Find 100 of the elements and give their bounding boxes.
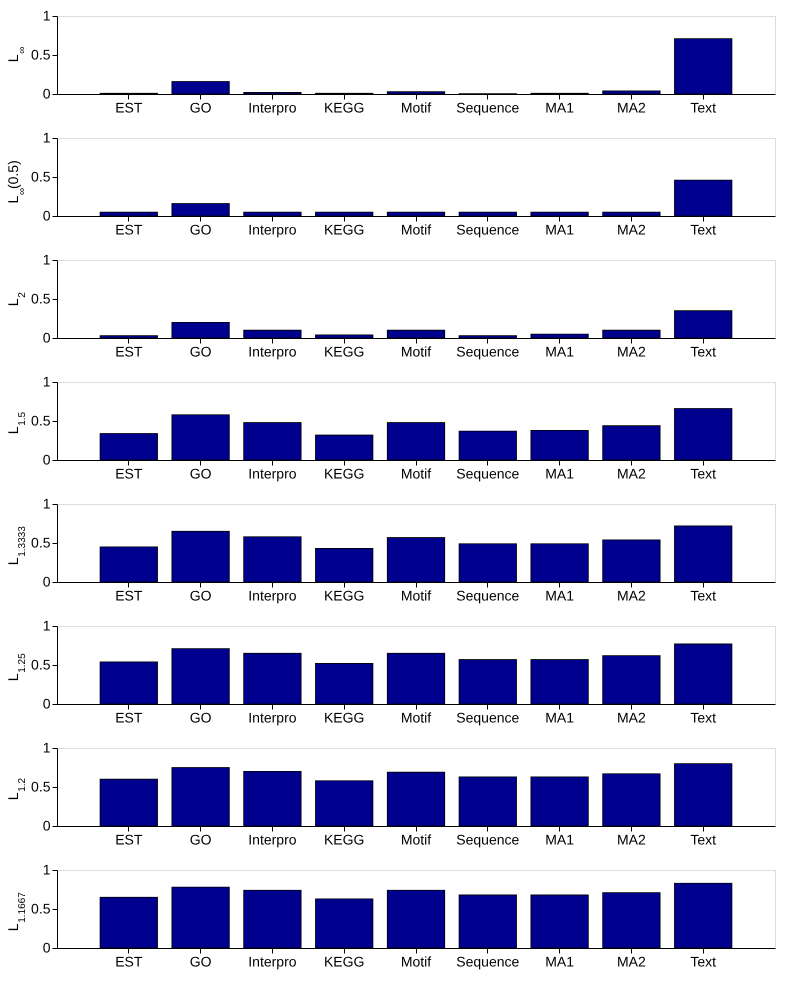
y-tick-label: 0.5 <box>31 412 51 428</box>
x-tick-label: Interpro <box>248 100 297 116</box>
x-tick-label: KEGG <box>324 588 364 604</box>
x-tick-label: KEGG <box>324 954 364 970</box>
x-tick-label: MA1 <box>545 100 574 116</box>
x-tick-label: GO <box>190 588 212 604</box>
x-tick-label: Text <box>690 100 716 116</box>
x-tick-label: MA2 <box>617 588 646 604</box>
x-tick-label: GO <box>190 710 212 726</box>
y-axis-title: L1.5 <box>5 411 28 434</box>
y-tick-label: 0.5 <box>31 900 51 916</box>
y-tick-label: 1 <box>42 374 51 390</box>
y-tick-label: 1 <box>42 862 51 878</box>
x-tick-label: KEGG <box>324 466 364 482</box>
y-axis-title: L1.1667 <box>5 892 28 932</box>
x-tick-label: Sequence <box>456 466 520 482</box>
y-tick-label: 1 <box>42 740 51 756</box>
x-tick-label: GO <box>190 344 212 360</box>
x-tick-label: MA1 <box>545 710 574 726</box>
x-tick-label: Text <box>690 588 716 604</box>
x-tick-label: EST <box>115 588 143 604</box>
y-tick-label: 0.5 <box>31 656 51 672</box>
x-tick-label: Interpro <box>248 344 297 360</box>
y-tick-label: 1 <box>42 496 51 512</box>
x-tick-label: KEGG <box>324 710 364 726</box>
y-axis-title: L2 <box>5 292 28 306</box>
x-tick-label: MA2 <box>617 832 646 848</box>
y-tick-label: 0.5 <box>31 534 51 550</box>
x-tick-label: Interpro <box>248 954 297 970</box>
x-tick-label: Interpro <box>248 222 297 238</box>
y-tick-label: 0 <box>42 574 51 590</box>
x-tick-label: Motif <box>400 222 432 238</box>
x-tick-label: Sequence <box>456 222 520 238</box>
x-tick-label: EST <box>115 710 143 726</box>
x-tick-label: Text <box>690 222 716 238</box>
y-tick-label: 0 <box>42 208 51 224</box>
x-tick-label: GO <box>190 100 212 116</box>
x-tick-label: MA2 <box>617 100 646 116</box>
x-tick-label: GO <box>190 832 212 848</box>
x-tick-label: Sequence <box>456 100 520 116</box>
x-tick-label: MA2 <box>617 222 646 238</box>
x-tick-label: Sequence <box>456 954 520 970</box>
x-tick-label: GO <box>190 222 212 238</box>
y-tick-label: 0 <box>42 940 51 956</box>
x-tick-label: Text <box>690 954 716 970</box>
y-tick-label: 1 <box>42 130 51 146</box>
x-tick-label: Text <box>690 344 716 360</box>
x-tick-label: Interpro <box>248 588 297 604</box>
x-tick-label: GO <box>190 466 212 482</box>
x-tick-label: Sequence <box>456 710 520 726</box>
y-tick-label: 0 <box>42 818 51 834</box>
y-tick-label: 0 <box>42 696 51 712</box>
x-tick-label: Motif <box>400 466 432 482</box>
x-tick-label: MA1 <box>545 954 574 970</box>
x-tick-label: MA1 <box>545 222 574 238</box>
y-axis-title: L1.2 <box>5 777 28 800</box>
y-tick-label: 1 <box>42 8 51 24</box>
x-tick-label: Interpro <box>248 466 297 482</box>
x-tick-label: MA1 <box>545 832 574 848</box>
x-tick-label: GO <box>190 954 212 970</box>
x-tick-label: MA2 <box>617 954 646 970</box>
y-tick-label: 0 <box>42 330 51 346</box>
x-tick-label: Motif <box>400 954 432 970</box>
x-tick-label: Sequence <box>456 344 520 360</box>
x-tick-label: Text <box>690 466 716 482</box>
x-tick-label: KEGG <box>324 344 364 360</box>
x-tick-label: EST <box>115 100 143 116</box>
x-tick-label: EST <box>115 954 143 970</box>
y-axis-title: L1.3333 <box>5 526 28 566</box>
y-axis-title: L∞(0.5) <box>5 160 28 204</box>
x-tick-label: EST <box>115 344 143 360</box>
y-tick-label: 0.5 <box>31 290 51 306</box>
x-tick-label: EST <box>115 466 143 482</box>
x-tick-label: Text <box>690 832 716 848</box>
x-tick-label: Motif <box>400 710 432 726</box>
y-tick-label: 0 <box>42 452 51 468</box>
x-tick-label: Motif <box>400 588 432 604</box>
x-tick-label: Motif <box>400 832 432 848</box>
y-tick-label: 0.5 <box>31 168 51 184</box>
y-tick-label: 1 <box>42 618 51 634</box>
y-tick-label: 0.5 <box>31 778 51 794</box>
x-tick-label: Sequence <box>456 588 520 604</box>
x-tick-label: Interpro <box>248 710 297 726</box>
x-tick-label: Motif <box>400 100 432 116</box>
x-tick-label: Interpro <box>248 832 297 848</box>
x-tick-label: MA2 <box>617 466 646 482</box>
x-tick-label: MA1 <box>545 588 574 604</box>
x-tick-label: MA2 <box>617 710 646 726</box>
x-tick-label: Motif <box>400 344 432 360</box>
y-tick-label: 0.5 <box>31 46 51 62</box>
x-tick-label: Sequence <box>456 832 520 848</box>
x-tick-label: MA2 <box>617 344 646 360</box>
x-tick-label: Text <box>690 710 716 726</box>
x-tick-label: EST <box>115 222 143 238</box>
x-tick-label: MA1 <box>545 344 574 360</box>
y-tick-label: 0 <box>42 86 51 102</box>
x-tick-label: KEGG <box>324 832 364 848</box>
x-tick-label: EST <box>115 832 143 848</box>
y-axis-title: L1.25 <box>5 652 28 682</box>
y-axis-title: L∞ <box>5 46 28 62</box>
